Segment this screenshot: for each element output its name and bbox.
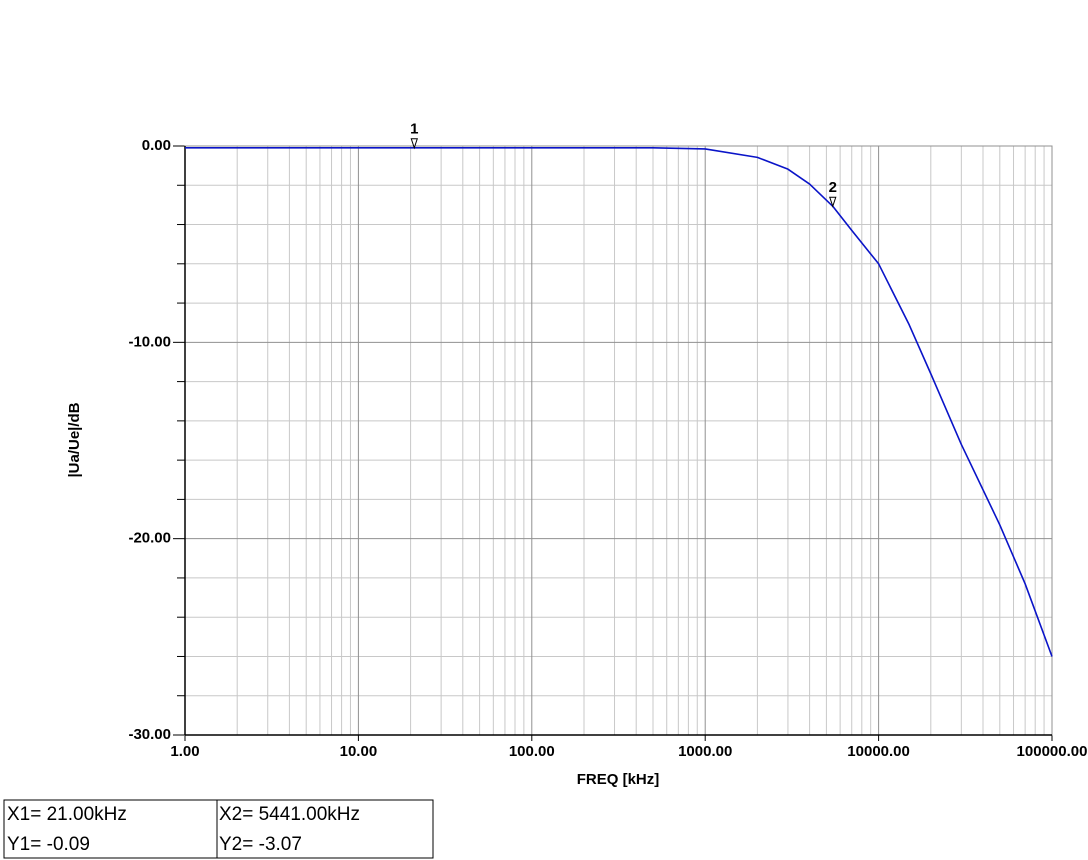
cursor-label: 1 [410,121,418,138]
cursor-value: Y2= -3.07 [219,834,302,855]
cursor-label: 2 [829,179,837,196]
cursor-value: X1= 21.00kHz [7,804,127,825]
y-tick-label: -10.00 [128,333,171,350]
y-tick-label: -30.00 [128,726,171,743]
x-axis-label: FREQ [kHz] [577,771,660,788]
x-tick-label: 10.00 [340,743,378,760]
cursor-marker [410,138,418,150]
x-tick-label: 100.00 [509,743,555,760]
x-tick-label: 10000.00 [847,743,910,760]
cursor-table [3,799,434,859]
x-tick-label: 1000.00 [678,743,732,760]
x-tick-label: 100000.00 [1017,743,1088,760]
plot-frame [184,145,1053,736]
cursor-marker [829,196,837,208]
cursor-value: Y1= -0.09 [7,834,90,855]
y-tick-label: -20.00 [128,530,171,547]
y-tick-label: 0.00 [142,137,171,154]
cursor-value: X2= 5441.00kHz [219,804,360,825]
y-axis-label: |Ua/Ue|/dB [66,402,83,477]
x-tick-label: 1.00 [170,743,199,760]
